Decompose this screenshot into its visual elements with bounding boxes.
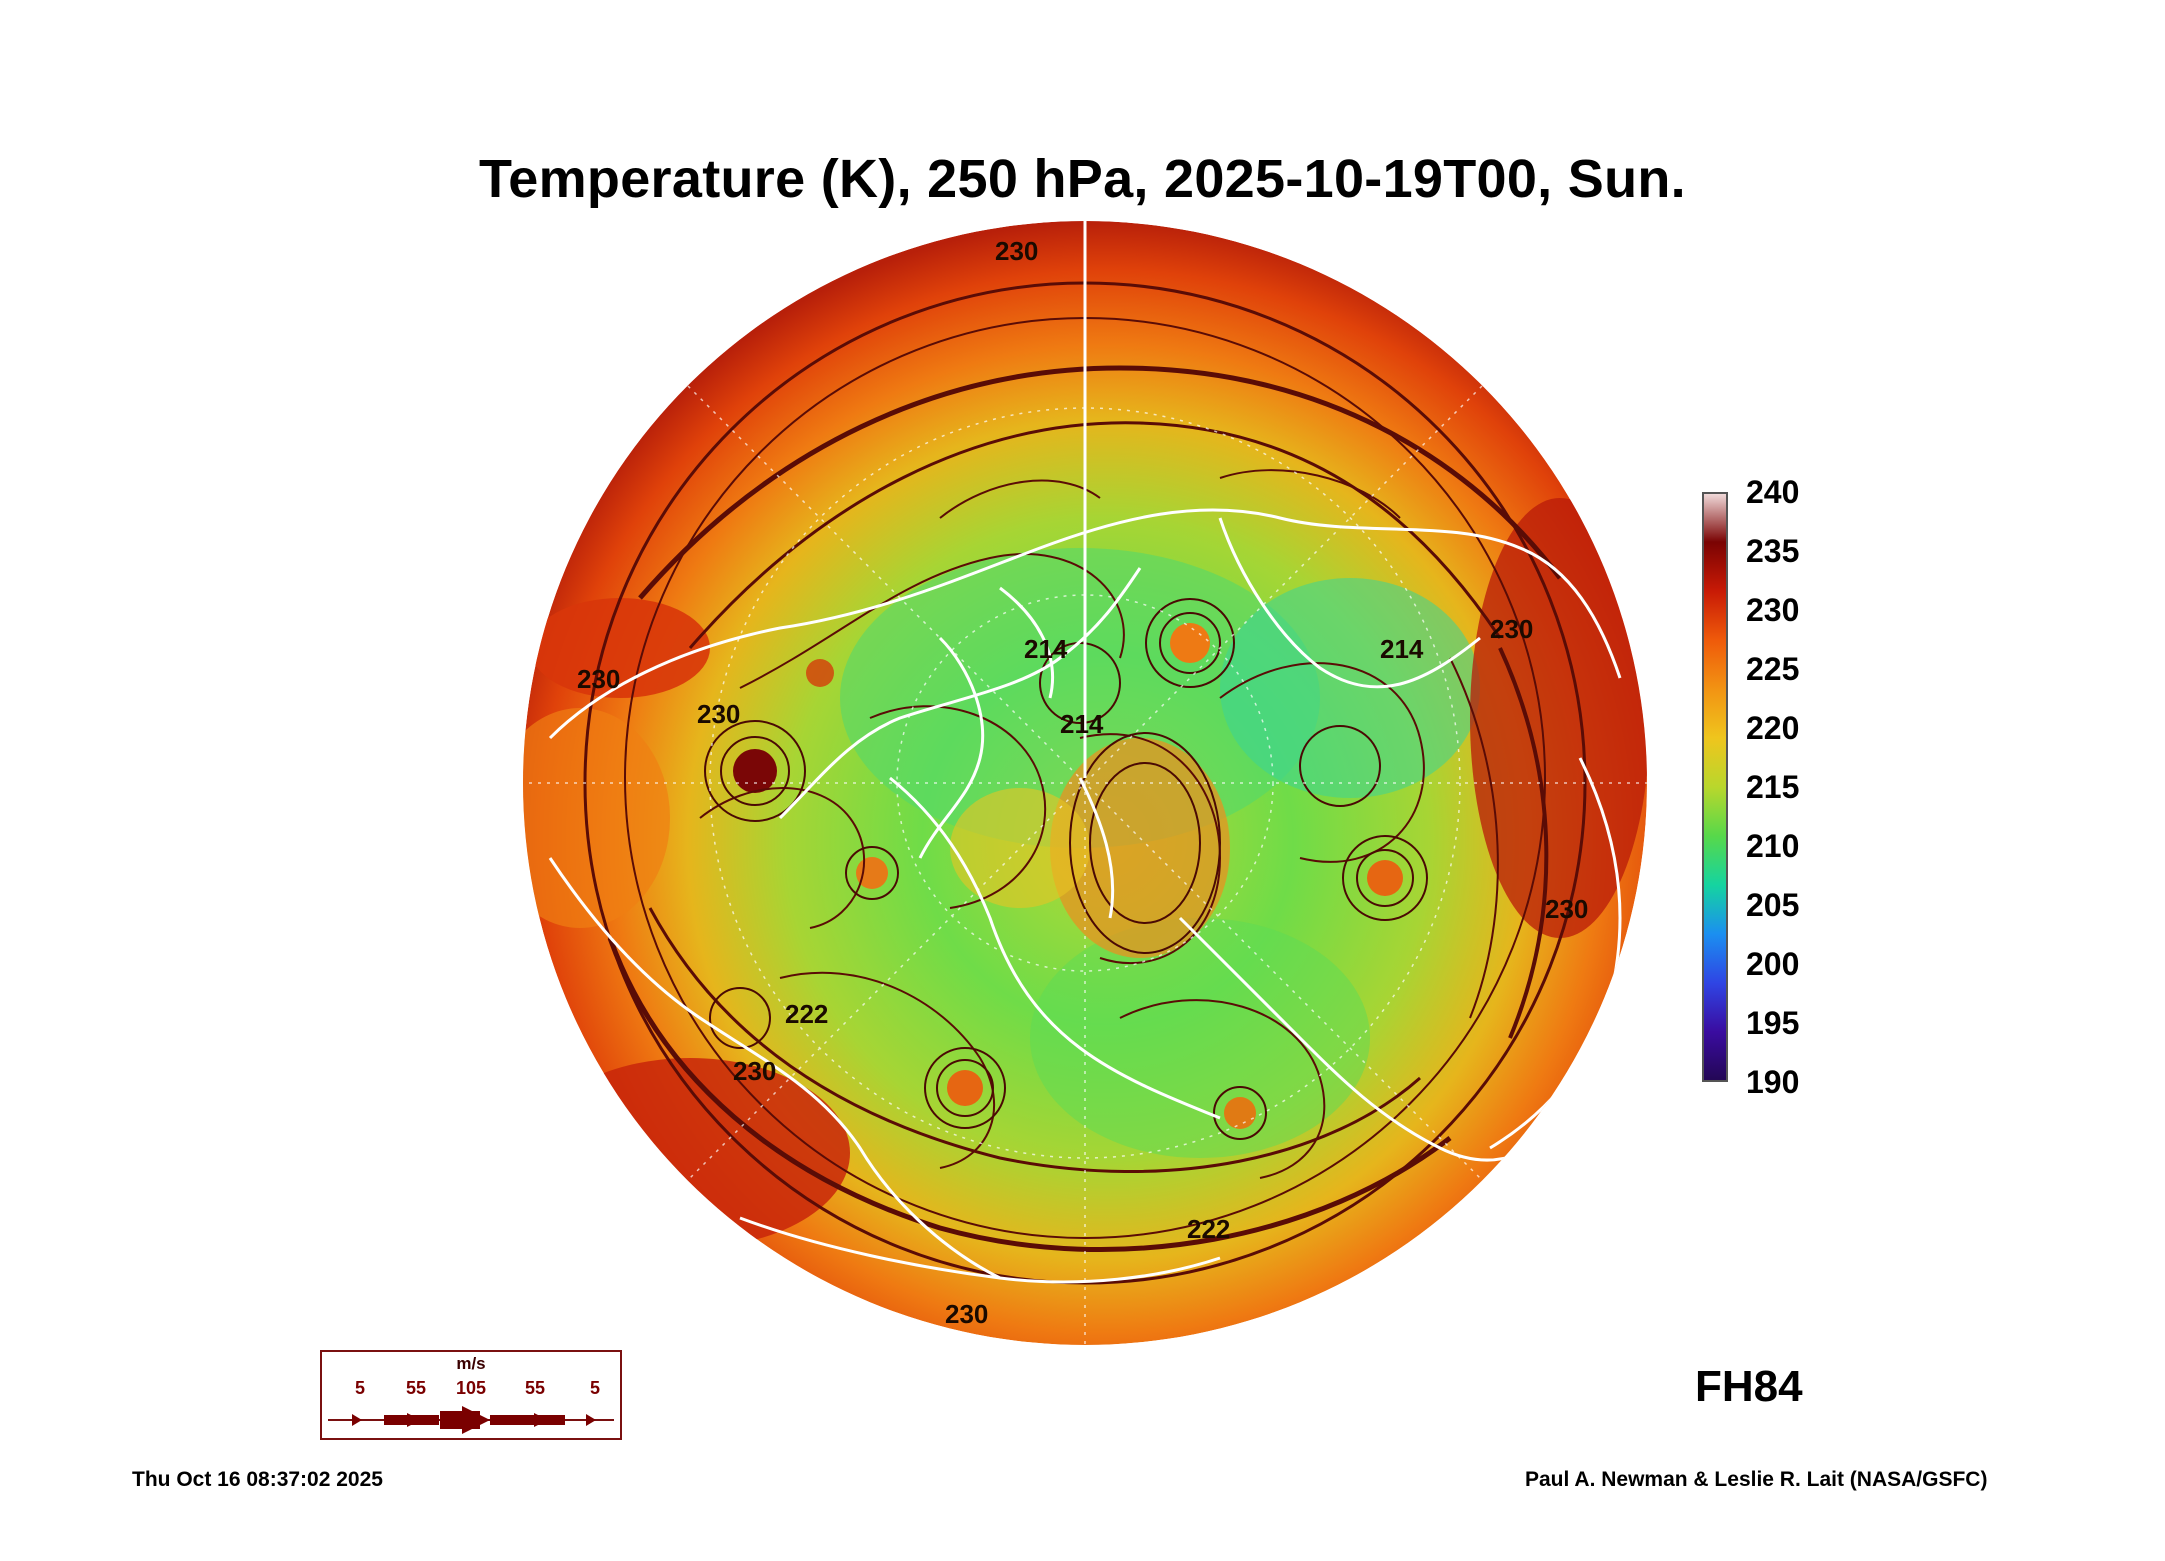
contour-label: 230 <box>1490 614 1533 644</box>
contour-label: 230 <box>577 664 620 694</box>
wind-speed-legend: m/s 5 55 105 55 5 <box>320 1350 622 1440</box>
colorbar-tick: 205 <box>1746 887 1800 923</box>
wind-legend-value: 55 <box>525 1378 546 1398</box>
wind-legend-value: 5 <box>355 1378 366 1398</box>
timestamp: Thu Oct 16 08:37:02 2025 <box>132 1468 383 1491</box>
contour-label: 222 <box>1187 1214 1230 1244</box>
map-title: Temperature (K), 250 hPa, 2025-10-19T00,… <box>479 149 1686 209</box>
contour-label: 230 <box>1545 894 1588 924</box>
colorbar-tick: 235 <box>1746 533 1800 569</box>
colorbar-tick: 190 <box>1746 1064 1800 1100</box>
warm-core <box>1170 623 1210 663</box>
colorbar-tick: 210 <box>1746 828 1800 864</box>
colorbar-tick: 230 <box>1746 592 1800 628</box>
wind-legend-value: 55 <box>406 1378 427 1398</box>
warm-core <box>733 749 777 793</box>
contour-label: 230 <box>697 699 740 729</box>
warm-region <box>950 788 1090 908</box>
cold-region <box>1030 918 1370 1158</box>
contour-label: 222 <box>785 999 828 1029</box>
warm-region <box>1050 738 1230 958</box>
contour-label: 230 <box>945 1299 988 1329</box>
contour-label: 230 <box>733 1056 776 1086</box>
contour-label: 214 <box>1380 634 1424 664</box>
contour-label: 214 <box>1024 634 1068 664</box>
wind-unit-label: m/s <box>456 1354 486 1373</box>
colorbar-tick: 225 <box>1746 651 1800 687</box>
colorbar-tick: 195 <box>1746 1005 1800 1041</box>
warm-core <box>806 659 834 687</box>
warm-core <box>947 1070 983 1106</box>
warm-core <box>1367 860 1403 896</box>
colorbar-tick: 200 <box>1746 946 1800 982</box>
colorbar-tick: 240 <box>1746 474 1800 510</box>
closed-contours <box>704 598 1428 1140</box>
wind-legend-value: 105 <box>456 1378 487 1398</box>
warm-core <box>1224 1097 1256 1129</box>
colorbar-tick: 220 <box>1746 710 1800 746</box>
warm-region <box>530 598 710 698</box>
wind-arrow-scale <box>328 1406 614 1434</box>
contour-label: 230 <box>995 236 1038 266</box>
wind-legend-value: 5 <box>590 1378 601 1398</box>
contour-label: 214 <box>1060 709 1104 739</box>
warm-region <box>1470 498 1647 938</box>
cold-region <box>1220 578 1480 798</box>
colorbar-ramp <box>1702 492 1728 1082</box>
polar-temperature-map: 230 214 214 214 230 230 222 230 222 230 … <box>523 221 1647 1345</box>
credit-line: Paul A. Newman & Leslie R. Lait (NASA/GS… <box>1525 1468 1988 1491</box>
colorbar-tick: 215 <box>1746 769 1800 805</box>
forecast-hour-label: FH84 <box>1695 1362 1803 1411</box>
